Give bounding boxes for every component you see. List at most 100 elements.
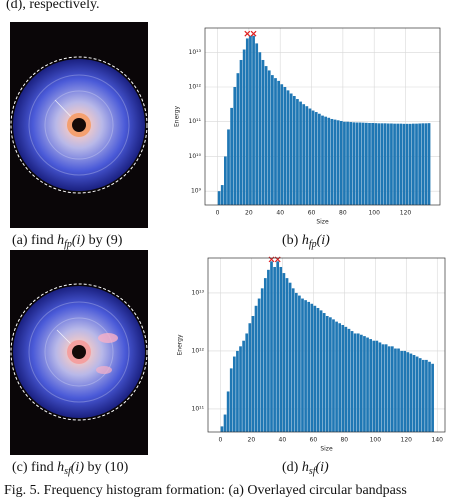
- bar: [386, 123, 390, 205]
- y-tick-label: 10¹²: [189, 84, 202, 91]
- caption-arg: (i): [72, 233, 86, 248]
- bar: [251, 316, 255, 432]
- bar: [397, 348, 400, 432]
- x-tick-label: 60: [310, 437, 318, 444]
- caption-label: (d): [282, 460, 299, 475]
- caption-math: h: [302, 460, 309, 475]
- x-tick-label: 100: [368, 210, 380, 217]
- x-tick-label: 40: [276, 210, 284, 217]
- x-tick-label: 20: [245, 210, 253, 217]
- x-tick-label: 0: [218, 437, 222, 444]
- x-tick-label: 80: [339, 210, 347, 217]
- bar: [415, 356, 419, 432]
- bar: [242, 340, 245, 432]
- x-axis-label: Size: [320, 446, 333, 453]
- bar: [277, 80, 280, 205]
- bar: [236, 350, 239, 432]
- bar: [257, 298, 261, 432]
- bar: [298, 295, 301, 432]
- bar: [365, 122, 368, 205]
- bar: [412, 355, 416, 432]
- bar: [329, 317, 332, 432]
- bar: [431, 363, 434, 432]
- x-tick-label: 100: [370, 437, 382, 444]
- bar: [335, 321, 338, 432]
- bar: [254, 305, 258, 432]
- bar: [289, 93, 293, 205]
- top-text: (d), respectively.: [6, 0, 100, 12]
- bar: [248, 323, 252, 432]
- caption-arg: (i): [317, 233, 331, 248]
- x-tick-label: 0: [216, 210, 220, 217]
- bar: [285, 278, 289, 432]
- bar: [383, 123, 387, 205]
- bar: [403, 350, 407, 432]
- image-a: [10, 22, 148, 228]
- caption-sub: fp: [309, 239, 317, 250]
- bar: [361, 122, 365, 205]
- bar: [322, 313, 326, 432]
- panel-caption: (a) find hfp(i) by (9): [12, 233, 123, 250]
- bar: [425, 359, 428, 432]
- bar: [230, 107, 233, 205]
- bar: [355, 122, 359, 205]
- caption-math: h: [57, 460, 64, 475]
- bar: [286, 90, 290, 205]
- bar: [311, 110, 315, 205]
- bar: [319, 310, 323, 432]
- bar: [394, 348, 397, 432]
- bar: [325, 316, 329, 432]
- bar: [374, 123, 378, 205]
- caption-sub: fp: [64, 239, 72, 250]
- y-tick-label: 10¹³: [189, 49, 202, 56]
- bar: [279, 266, 283, 432]
- bar: [378, 342, 382, 432]
- panel-caption: (c) find hsf(i) by (10): [12, 460, 129, 477]
- bar: [302, 104, 306, 205]
- bar: [271, 75, 274, 206]
- bar: [232, 356, 236, 432]
- bar: [307, 301, 311, 432]
- plot-frame: [207, 257, 446, 433]
- bar: [324, 116, 327, 205]
- bar: [368, 122, 371, 205]
- caption-math: h: [57, 233, 64, 248]
- bar: [236, 73, 240, 205]
- x-tick-label: 20: [248, 437, 256, 444]
- y-tick-label: 10¹²: [192, 347, 205, 354]
- bar: [245, 333, 249, 432]
- bar: [308, 108, 312, 205]
- bar: [415, 123, 418, 205]
- bar: [352, 122, 356, 205]
- bar: [264, 66, 268, 205]
- bar: [408, 123, 412, 205]
- bar: [318, 113, 321, 205]
- bar: [305, 106, 309, 205]
- x-tick-label: 140: [432, 437, 444, 444]
- bar: [292, 96, 296, 205]
- caption-ref: by (9): [89, 233, 123, 248]
- x-tick-label: 80: [340, 437, 348, 444]
- bar: [332, 319, 335, 432]
- bar: [224, 156, 227, 205]
- bar: [428, 361, 431, 432]
- bar: [409, 353, 413, 432]
- bar: [358, 122, 362, 205]
- bar: [333, 119, 337, 205]
- bar: [390, 123, 393, 205]
- bar: [418, 358, 422, 432]
- bar: [381, 344, 385, 432]
- bar: [349, 122, 353, 205]
- y-tick-label: 10¹³: [192, 289, 205, 296]
- bar: [258, 52, 262, 206]
- bar: [227, 129, 230, 205]
- bar: [363, 336, 366, 432]
- x-axis-label: Size: [316, 219, 329, 226]
- bar: [427, 123, 431, 205]
- bar: [343, 121, 346, 205]
- bar: [283, 87, 287, 205]
- bar: [273, 266, 276, 432]
- y-tick-label: 10¹¹: [189, 118, 202, 125]
- bar: [339, 120, 343, 205]
